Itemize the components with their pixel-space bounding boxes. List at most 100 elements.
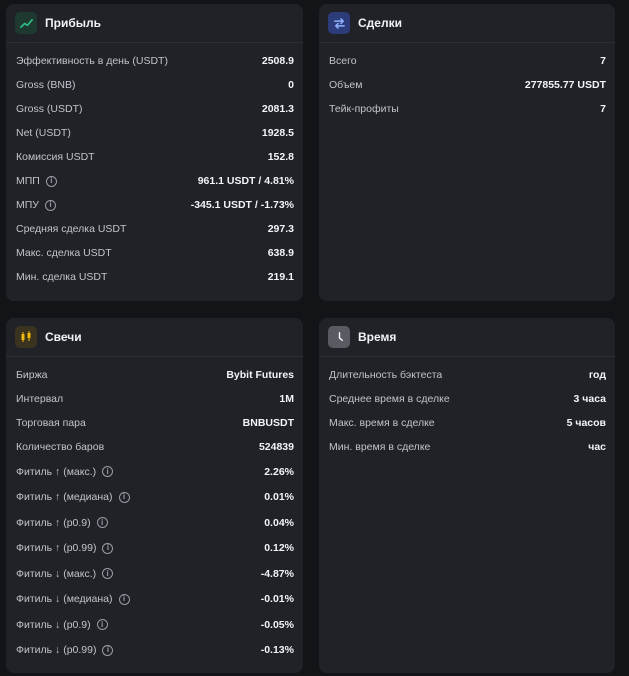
- trades-row: Всего 7: [329, 49, 606, 73]
- candles-row-label-text: Биржа: [16, 369, 48, 381]
- trades-row-label-text: Объем: [329, 79, 363, 91]
- profit-card-header: Прибыль: [6, 4, 303, 43]
- time-row-label: Среднее время в сделке: [329, 393, 450, 405]
- clock-icon: [328, 326, 350, 348]
- profit-row-label-text: Эффективность в день (USDT): [16, 55, 168, 67]
- candles-row-label: Фитиль ↓ (макс.) i: [16, 567, 114, 580]
- candles-row-label-text: Количество баров: [16, 441, 105, 453]
- trades-row-label: Тейк-профиты: [329, 103, 399, 115]
- profit-row: МПП i 961.1 USDT / 4.81%: [16, 169, 294, 193]
- profit-row-label: МПП i: [16, 175, 57, 187]
- candles-row-label: Торговая пара: [16, 417, 86, 429]
- candles-row-label-text: Фитиль ↓ (медиана): [16, 593, 113, 606]
- trades-row-value: 7: [600, 103, 606, 115]
- info-icon[interactable]: i: [118, 491, 130, 503]
- profit-card-title: Прибыль: [45, 16, 101, 30]
- profit-row-label-text: Gross (USDT): [16, 103, 83, 115]
- candles-card-header: Свечи: [6, 318, 303, 357]
- candles-row: Биржа Bybit Futures: [16, 363, 294, 387]
- candles-row-value: 1M: [279, 393, 294, 405]
- profit-row-label: Комиссия USDT: [16, 151, 95, 163]
- profit-row-label: Средняя сделка USDT: [16, 223, 126, 235]
- trending-up-icon: [15, 12, 37, 34]
- candles-row: Фитиль ↑ (p0.9) i 0.04%: [16, 510, 294, 536]
- candles-row: Фитиль ↓ (макс.) i -4.87%: [16, 561, 294, 587]
- candles-row-label-text: Фитиль ↑ (макс.): [16, 465, 97, 478]
- profit-row-value: 0: [288, 79, 294, 91]
- profit-row-label-text: Комиссия USDT: [16, 151, 95, 163]
- trades-row: Объем 277855.77 USDT: [329, 73, 606, 97]
- candles-rows: Биржа Bybit Futures Интервал 1M Торговая пар…: [6, 357, 303, 663]
- info-icon[interactable]: i: [102, 466, 114, 478]
- profit-row: Gross (BNB) 0: [16, 73, 294, 97]
- profit-row: Макс. сделка USDT 638.9: [16, 241, 294, 265]
- time-row: Мин. время в сделке час: [329, 435, 606, 459]
- profit-row-label: Gross (BNB): [16, 79, 76, 91]
- profit-row-value: 152.8: [267, 151, 294, 163]
- time-row: Длительность бэктеста год: [329, 363, 606, 387]
- time-row-label-text: Мин. время в сделке: [329, 441, 431, 453]
- candles-row-value: 0.12%: [264, 542, 294, 555]
- profit-row-label: Макс. сделка USDT: [16, 247, 112, 259]
- profit-row-value: 2508.9: [261, 55, 294, 67]
- candles-row: Торговая пара BNBUSDT: [16, 411, 294, 435]
- candles-row-label-text: Фитиль ↑ (p0.99): [16, 542, 97, 555]
- info-icon[interactable]: i: [102, 542, 114, 554]
- candles-row-label-text: Фитиль ↑ (p0.9): [16, 516, 91, 529]
- profit-row-label-text: МПП: [16, 175, 40, 187]
- profit-row: Эффективность в день (USDT) 2508.9: [16, 49, 294, 73]
- profit-row-label-text: МПУ: [16, 199, 39, 211]
- info-icon[interactable]: i: [45, 175, 57, 187]
- profit-row-label-text: Макс. сделка USDT: [16, 247, 112, 259]
- trades-row-label-text: Всего: [329, 55, 357, 67]
- candles-card-title: Свечи: [45, 330, 82, 344]
- profit-row-label-text: Средняя сделка USDT: [16, 223, 127, 235]
- candles-row-value: -0.05%: [260, 618, 294, 631]
- candles-row-label-text: Фитиль ↓ (p0.99): [16, 644, 97, 657]
- time-card-header: Время: [319, 318, 615, 357]
- candles-row-label-text: Интервал: [16, 393, 64, 405]
- trades-row: Тейк-профиты 7: [329, 97, 606, 121]
- time-row-label: Мин. время в сделке: [329, 441, 430, 453]
- candles-row-label-text: Фитиль ↑ (медиана): [16, 491, 113, 504]
- profit-row-label: МПУ i: [16, 199, 56, 211]
- trades-row-label: Объем: [329, 79, 362, 91]
- profit-row-value: -345.1 USDT / -1.73%: [190, 199, 294, 211]
- candles-row-value: 0.04%: [264, 516, 294, 529]
- info-icon[interactable]: i: [102, 568, 114, 580]
- profit-row: Комиссия USDT 152.8: [16, 145, 294, 169]
- time-row-label-text: Длительность бэктеста: [329, 369, 443, 381]
- candles-row: Фитиль ↑ (p0.99) i 0.12%: [16, 536, 294, 562]
- candles-row-label-text: Торговая пара: [16, 417, 86, 429]
- time-row: Макс. время в сделке 5 часов: [329, 411, 606, 435]
- trades-row-label: Всего: [329, 55, 357, 67]
- profit-row-value: 2081.3: [261, 103, 294, 115]
- candles-row-label-text: Фитиль ↓ (макс.): [16, 567, 97, 580]
- profit-row-label: Эффективность в день (USDT): [16, 55, 168, 67]
- trades-card-header: Сделки: [319, 4, 615, 43]
- info-icon[interactable]: i: [96, 517, 108, 529]
- profit-row-label-text: Мин. сделка USDT: [16, 271, 108, 283]
- profit-row-label: Net (USDT): [16, 127, 71, 139]
- profit-card: Прибыль Эффективность в день (USDT) 2508.…: [6, 4, 303, 301]
- time-row-label: Длительность бэктеста: [329, 369, 442, 381]
- profit-row-label: Gross (USDT): [16, 103, 83, 115]
- candles-row-label-text: Фитиль ↓ (p0.9): [16, 618, 91, 631]
- candles-row-label: Фитиль ↑ (p0.99) i: [16, 542, 114, 555]
- time-row-value: год: [588, 369, 606, 381]
- candles-row-value: -4.87%: [260, 567, 294, 580]
- candles-row: Фитиль ↑ (макс.) i 2.26%: [16, 459, 294, 485]
- profit-row: Мин. сделка USDT 219.1: [16, 265, 294, 289]
- info-icon[interactable]: i: [102, 644, 114, 656]
- profit-rows: Эффективность в день (USDT) 2508.9 Gross (…: [6, 43, 303, 289]
- profit-row: Gross (USDT) 2081.3: [16, 97, 294, 121]
- info-icon[interactable]: i: [118, 593, 130, 605]
- candles-row-value: Bybit Futures: [226, 369, 294, 381]
- candles-row: Фитиль ↓ (p0.99) i -0.13%: [16, 638, 294, 664]
- info-icon[interactable]: i: [44, 199, 56, 211]
- info-icon[interactable]: i: [96, 619, 108, 631]
- candles-row-value: 524839: [258, 441, 294, 453]
- time-row-label-text: Макс. время в сделке: [329, 417, 435, 429]
- candles-row-label: Фитиль ↑ (p0.9) i: [16, 517, 108, 529]
- candles-row: Фитиль ↑ (медиана) i 0.01%: [16, 485, 294, 511]
